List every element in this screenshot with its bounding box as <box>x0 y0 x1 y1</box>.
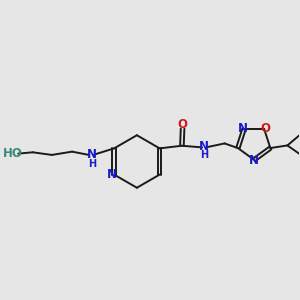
Text: N: N <box>249 154 259 167</box>
Text: HO: HO <box>2 147 22 160</box>
Text: O: O <box>260 122 270 135</box>
Text: N: N <box>199 140 209 153</box>
Text: H: H <box>200 150 208 160</box>
Text: N: N <box>107 168 117 181</box>
Text: N: N <box>87 148 97 161</box>
Text: H: H <box>88 159 96 169</box>
Text: N: N <box>238 122 248 135</box>
Text: O: O <box>178 118 188 131</box>
